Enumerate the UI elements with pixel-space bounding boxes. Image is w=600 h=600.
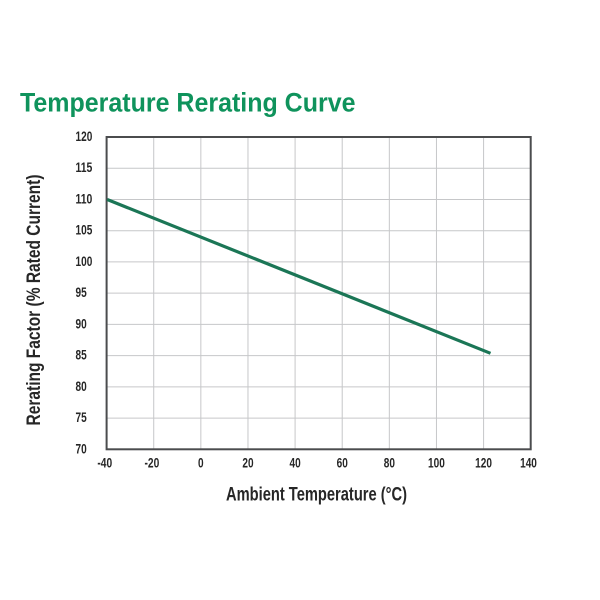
svg-text:105: 105: [76, 223, 93, 238]
svg-text:85: 85: [76, 348, 88, 363]
svg-text:80: 80: [384, 456, 395, 471]
svg-text:Ambient Temperature (°C): Ambient Temperature (°C): [226, 484, 407, 505]
svg-text:Rerating Factor (% Rated Curre: Rerating Factor (% Rated Current): [24, 175, 45, 426]
svg-text:100: 100: [76, 254, 93, 269]
svg-text:120: 120: [475, 456, 492, 471]
svg-text:100: 100: [428, 456, 445, 471]
svg-text:-40: -40: [97, 456, 112, 471]
svg-text:80: 80: [76, 379, 87, 394]
svg-text:0: 0: [198, 456, 204, 471]
svg-text:120: 120: [76, 129, 93, 144]
svg-text:-20: -20: [145, 456, 160, 471]
svg-text:115: 115: [76, 160, 93, 175]
svg-text:20: 20: [242, 456, 253, 471]
svg-text:70: 70: [76, 441, 87, 456]
svg-text:Temperature Rerating Curve: Temperature Rerating Curve: [20, 88, 356, 118]
svg-text:90: 90: [76, 316, 87, 331]
svg-text:95: 95: [76, 285, 88, 300]
svg-text:110: 110: [76, 191, 93, 206]
svg-text:75: 75: [76, 410, 88, 425]
svg-text:140: 140: [520, 456, 537, 471]
svg-text:40: 40: [289, 456, 300, 471]
svg-text:60: 60: [337, 456, 348, 471]
